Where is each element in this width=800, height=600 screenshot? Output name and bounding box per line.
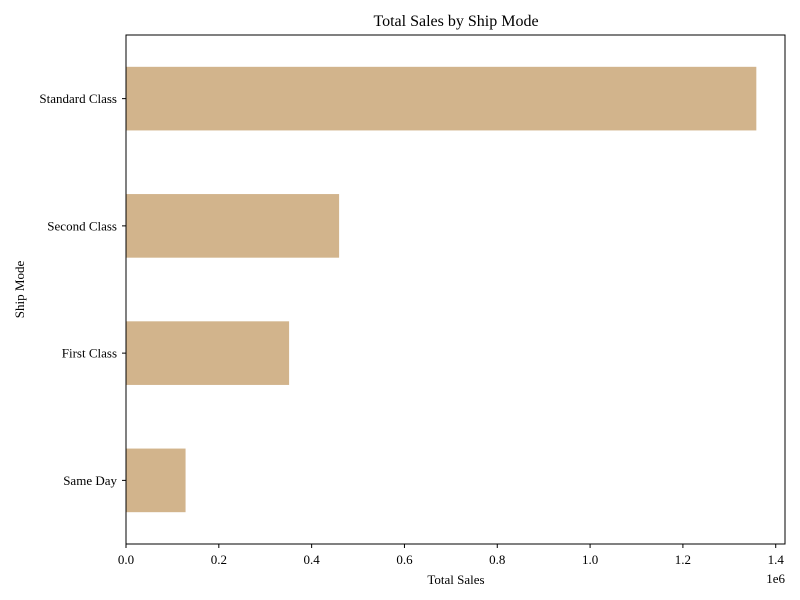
x-axis-label: Total Sales (427, 572, 484, 587)
x-axis-scale-label: 1e6 (766, 571, 785, 586)
x-tick-label: 0.2 (211, 552, 227, 567)
x-tick-label: 1.4 (768, 552, 785, 567)
bar (126, 321, 290, 385)
y-tick-label: Second Class (47, 218, 117, 233)
y-tick-label: First Class (62, 346, 117, 361)
y-tick-label: Standard Class (39, 91, 117, 106)
bar (126, 194, 340, 258)
bars-group (126, 66, 757, 513)
bar (126, 448, 186, 513)
plot-frame (125, 34, 786, 545)
x-tick-label: 0.8 (489, 552, 505, 567)
y-tick-label: Same Day (63, 473, 117, 488)
x-tick-label: 0.4 (304, 552, 321, 567)
x-tick-label: 1.0 (582, 552, 598, 567)
chart-title: Total Sales by Ship Mode (373, 13, 538, 30)
x-tick-label: 1.2 (675, 552, 691, 567)
y-axis-label: Ship Mode (12, 261, 27, 319)
x-tick-label: 0.6 (396, 552, 413, 567)
y-axis-ticks: Standard Class Second Class First Class Sam… (39, 91, 126, 488)
bar (126, 66, 757, 131)
x-tick-label: 0.0 (118, 552, 134, 567)
x-axis-ticks: 0.0 0.2 0.4 0.6 0.8 1.0 1.2 1.4 (118, 544, 784, 567)
